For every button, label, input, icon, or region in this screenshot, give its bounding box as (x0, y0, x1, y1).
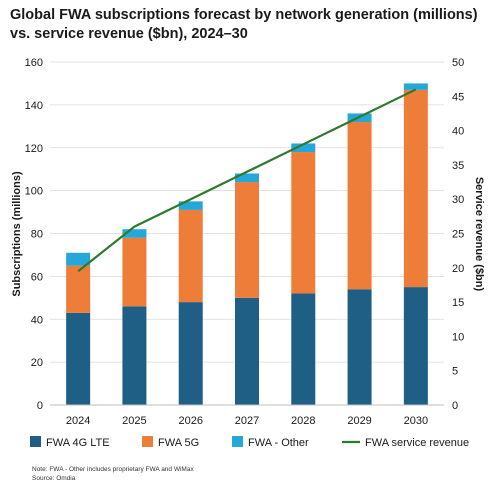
y-tick-label: 40 (31, 314, 43, 326)
bar-fwa-5g-2028 (291, 152, 316, 294)
legend-swatch (142, 436, 153, 447)
revenue-line (77, 88, 417, 273)
y-axis-right: 0 5 10 15 20 25 30 35 40 45 50 (452, 57, 464, 412)
y2-tick-label: 45 (452, 91, 464, 103)
bar-fwa-other-2030 (403, 83, 428, 90)
legend-label: FWA 4G LTE (46, 437, 110, 449)
legend-label: FWA 5G (158, 437, 199, 449)
x-tick-label: 2030 (404, 415, 428, 427)
bar-fwa-5g-2024 (66, 265, 91, 313)
legend-swatch (30, 436, 41, 447)
x-tick-label: 2027 (235, 415, 259, 427)
bar-fwa-other-2027 (235, 173, 259, 183)
y2-tick-label: 40 (452, 126, 464, 138)
x-tick-label: 2025 (122, 415, 146, 427)
bar-fwa-other-2024 (66, 252, 91, 266)
bar-fwa-4g-lte-2024 (66, 312, 91, 405)
y-tick-label: 80 (31, 229, 43, 241)
y-axis-left: 0 20 40 60 80 100 120 140 160 (25, 57, 43, 412)
y-tick-label: 0 (37, 400, 43, 412)
x-tick-label: 2026 (178, 415, 202, 427)
y2-tick-label: 0 (452, 400, 458, 412)
chart-title: Global FWA subscriptions forecast by net… (10, 7, 478, 42)
bar-fwa-4g-lte-2029 (347, 289, 372, 405)
legend: FWA 4G LTE FWA 5G FWA - Other FWA service r… (30, 436, 469, 449)
bar-fwa-5g-2029 (347, 122, 372, 290)
y2-tick-label: 15 (452, 297, 464, 309)
x-axis: 2024 2025 2026 2027 2028 2029 2030 (50, 404, 444, 427)
bar-fwa-other-2028 (291, 143, 316, 153)
bar-fwa-5g-2030 (403, 89, 428, 288)
bar-fwa-4g-lte-2027 (235, 297, 259, 405)
bar-fwa-other-2026 (178, 201, 203, 210)
bar-fwa-4g-lte-2030 (403, 287, 428, 405)
bar-fwa-4g-lte-2026 (178, 302, 203, 405)
y2-tick-label: 35 (452, 160, 464, 172)
x-tick-label: 2024 (66, 415, 90, 427)
y-tick-label: 20 (31, 357, 43, 369)
bar-fwa-5g-2025 (122, 237, 147, 307)
gridlines (50, 61, 444, 363)
bar-fwa-4g-lte-2028 (291, 293, 316, 405)
y-tick-label: 140 (25, 100, 43, 112)
y-axis-label: Subscriptions (millions) (11, 171, 23, 297)
y-tick-label: 120 (25, 143, 43, 155)
bar-fwa-5g-2026 (178, 209, 203, 303)
footnote: Note: FWA - Other includes proprietary F… (32, 466, 194, 473)
bars (66, 83, 428, 405)
y-tick-label: 160 (25, 57, 43, 69)
bar-fwa-4g-lte-2025 (122, 306, 147, 405)
x-tick-label: 2029 (347, 415, 371, 427)
y2-tick-label: 5 (452, 366, 458, 378)
x-tick-label: 2028 (291, 415, 315, 427)
y2-tick-label: 50 (452, 57, 464, 69)
bar-fwa-other-2025 (122, 229, 147, 238)
y2-tick-label: 30 (452, 194, 464, 206)
legend-label: FWA - Other (248, 437, 309, 449)
y2-tick-label: 25 (452, 229, 464, 241)
y-tick-label: 100 (25, 186, 43, 198)
legend-swatch (232, 436, 243, 447)
y2-axis-label: Service revenue ($bn) (473, 177, 485, 292)
y-tick-label: 60 (31, 271, 43, 283)
y2-tick-label: 10 (452, 331, 464, 343)
legend-label: FWA service revenue (365, 437, 469, 449)
source: Source: Omdia (32, 475, 76, 482)
y2-tick-label: 20 (452, 263, 464, 275)
bar-fwa-5g-2027 (235, 182, 259, 298)
